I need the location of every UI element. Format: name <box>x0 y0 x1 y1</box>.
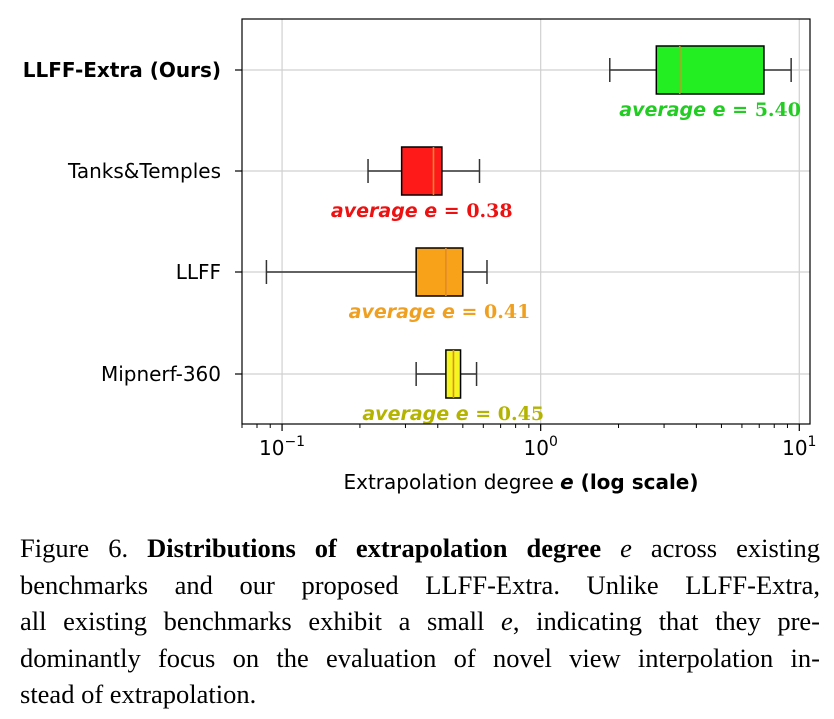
iqr-box <box>400 146 443 196</box>
average-annotation: average e = 0.41 <box>349 301 531 323</box>
iqr-box <box>655 45 765 95</box>
x-tick-label: 100 <box>523 434 557 460</box>
figure-caption: Figure 6. Distributions of extrapolation… <box>20 530 820 713</box>
boxplot-figure: average e = 5.40 average e = 0.38 average … <box>23 18 816 494</box>
category-label: LLFF-Extra (Ours) <box>23 58 221 82</box>
average-annotation: average e = 5.40 <box>619 99 801 121</box>
caption-line-5: stead of extrapolation. <box>20 679 257 709</box>
category-label: Tanks&Temples <box>67 159 221 183</box>
x-axis-label: Extrapolation degree e (log scale) <box>343 470 698 494</box>
grid-lines <box>242 19 810 424</box>
x-ticks: 10−1 100 101 <box>241 424 816 460</box>
category-label: LLFF <box>176 260 221 284</box>
average-annotation: average e = 0.45 <box>362 403 544 425</box>
caption-line-2: benchmarks and our proposed LLFF-Extra. … <box>20 569 820 600</box>
box-series: average e = 5.40 average e = 0.38 average … <box>265 45 801 425</box>
y-ticks: LLFF-Extra (Ours) Tanks&Temples LLFF Mipner… <box>23 58 242 386</box>
caption-line-3: all existing benchmarks exhibit a small … <box>20 606 820 636</box>
average-annotation: average e = 0.38 <box>331 200 513 222</box>
x-tick-label: 101 <box>782 434 816 460</box>
caption-line-1: Figure 6. Distributions of extrapolation… <box>20 533 821 563</box>
caption-line-4: dominantly focus on the evaluation of no… <box>20 642 820 673</box>
category-label: Mipnerf-360 <box>101 362 221 386</box>
plot-frame <box>241 18 811 425</box>
iqr-box <box>415 247 464 297</box>
x-tick-label: 10−1 <box>259 434 305 460</box>
